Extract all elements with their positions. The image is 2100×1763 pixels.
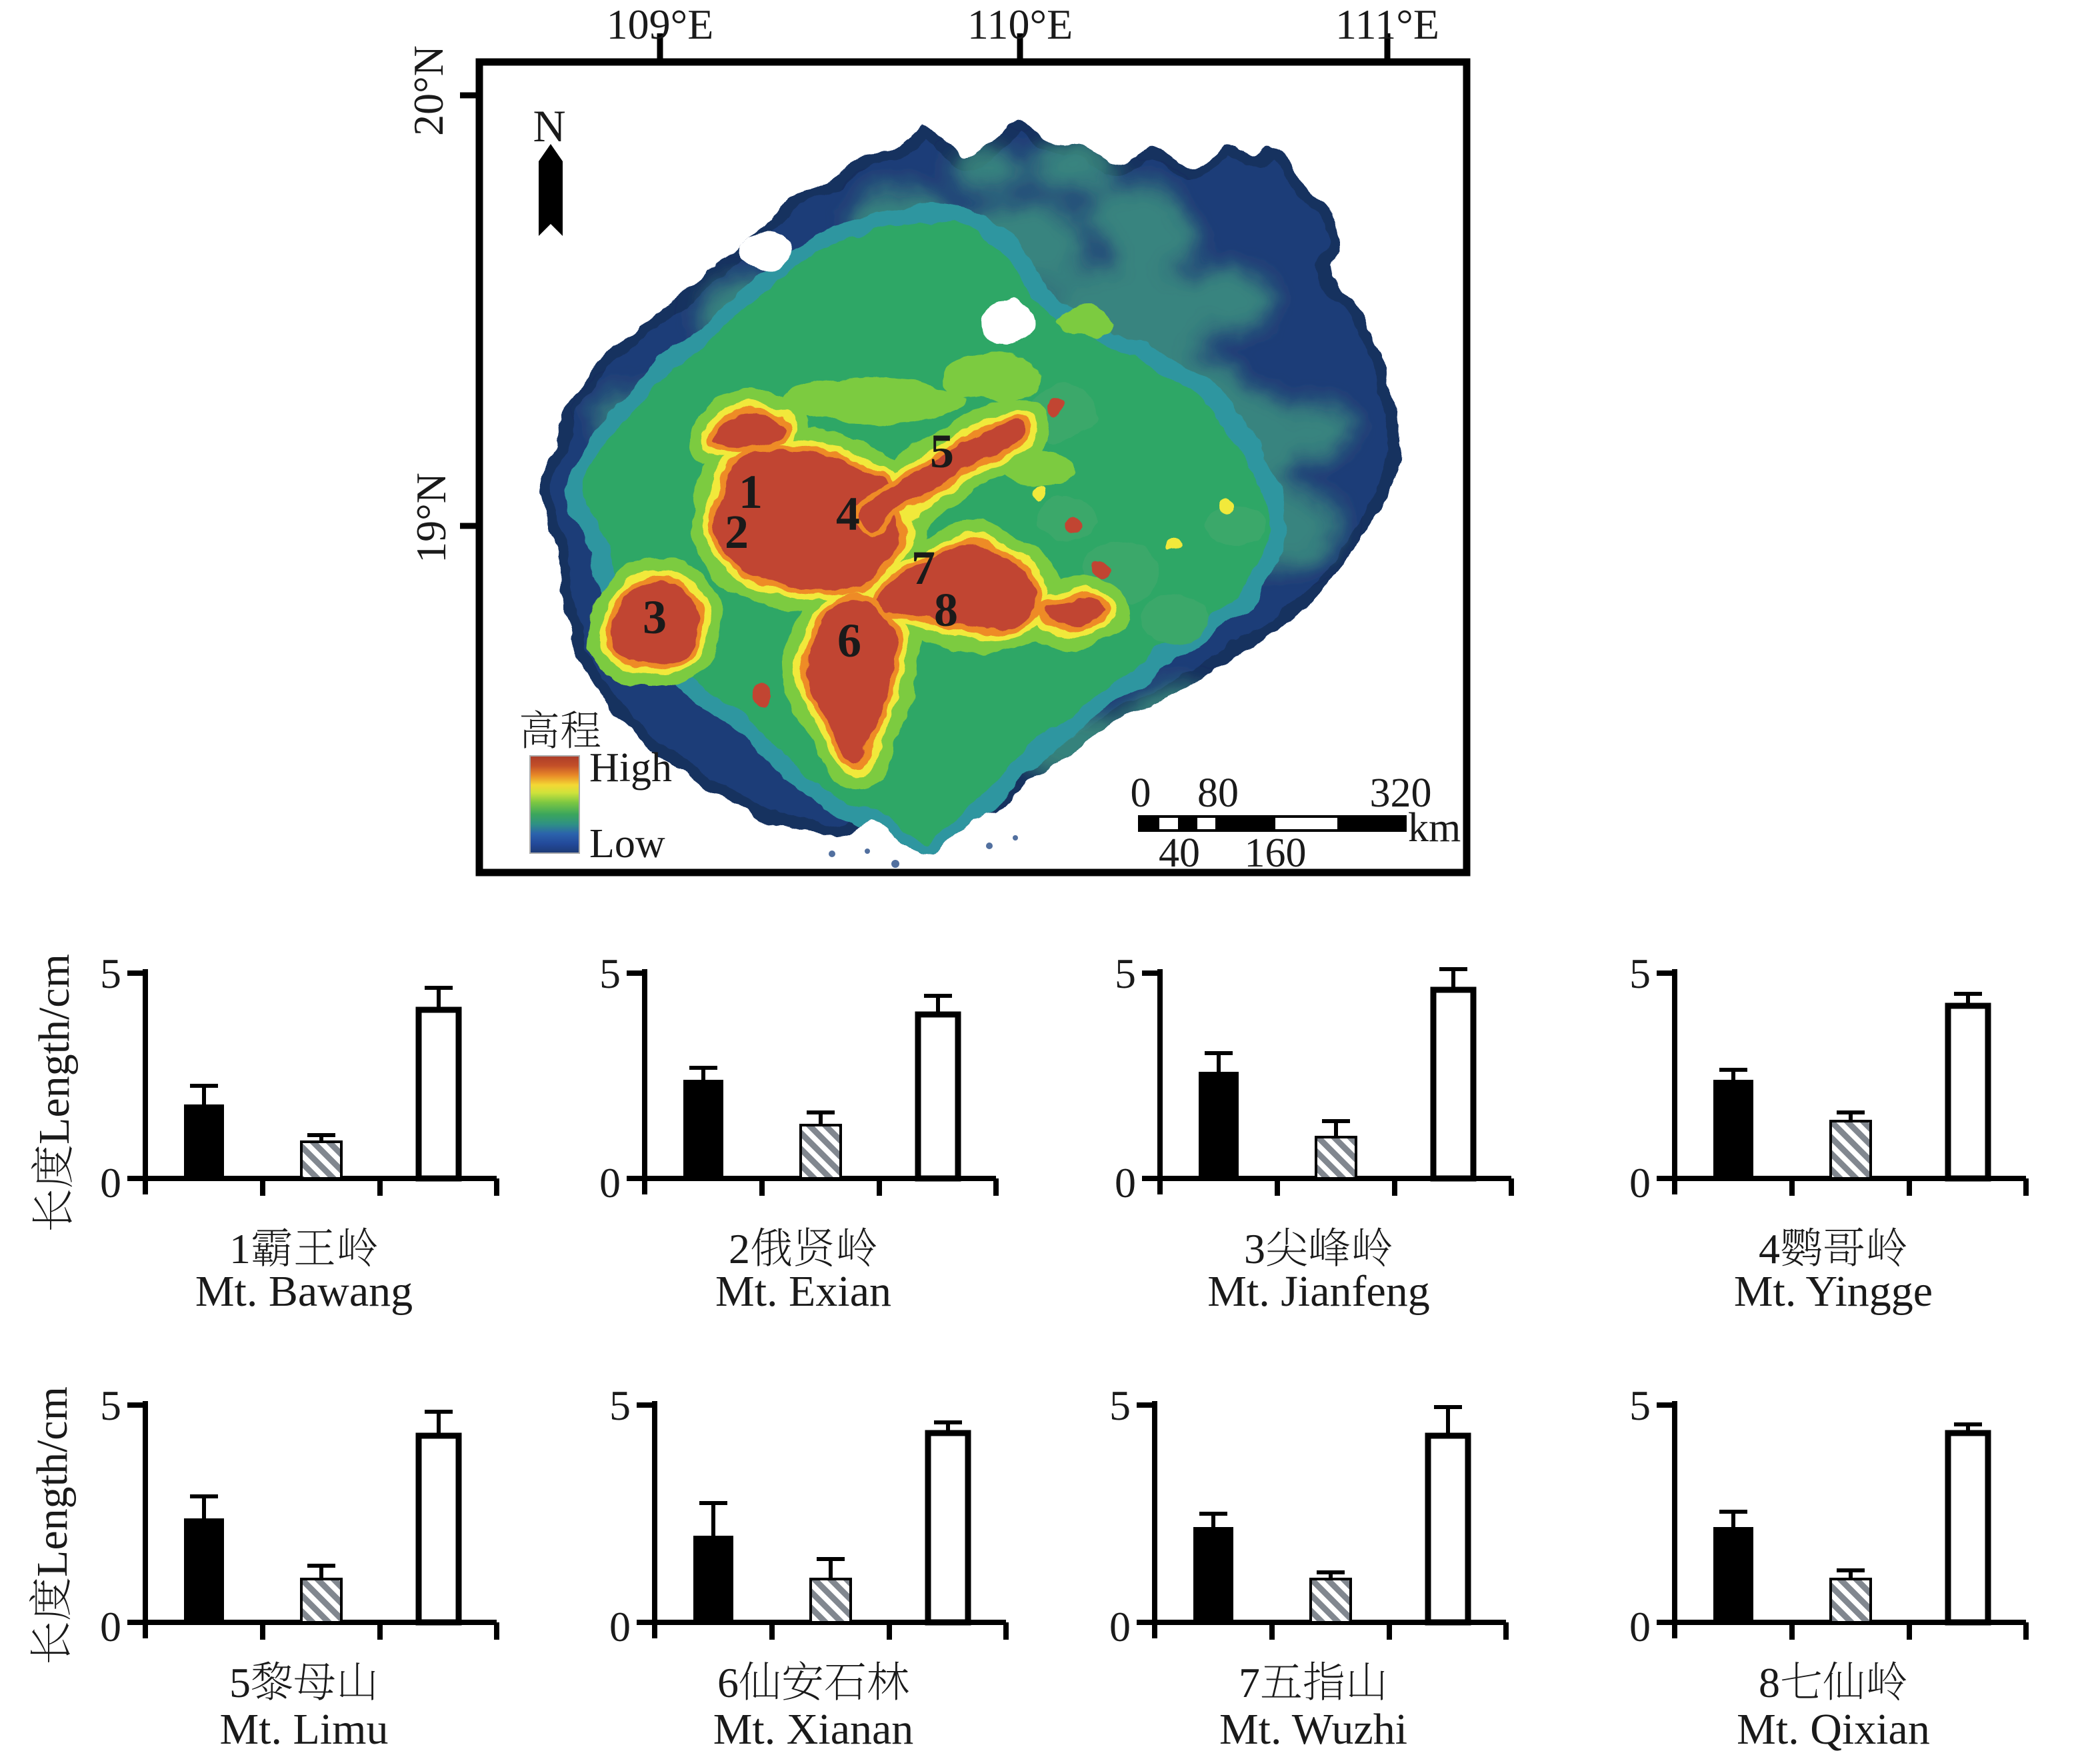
svg-text:2: 2 bbox=[725, 505, 749, 559]
svg-text:7: 7 bbox=[911, 541, 935, 595]
svg-text:110°E: 110°E bbox=[967, 1, 1073, 48]
svg-text:109°E: 109°E bbox=[607, 1, 714, 48]
svg-text:Mt. Limu: Mt. Limu bbox=[219, 1705, 388, 1754]
svg-text:Length/cm: Length/cm bbox=[28, 1386, 77, 1577]
svg-text:0: 0 bbox=[609, 1603, 631, 1650]
svg-text:0: 0 bbox=[1131, 771, 1151, 816]
svg-text:320: 320 bbox=[1370, 771, 1432, 816]
svg-text:5: 5 bbox=[599, 950, 621, 997]
svg-text:Low: Low bbox=[589, 821, 665, 867]
svg-text:5: 5 bbox=[1629, 950, 1651, 997]
svg-text:0: 0 bbox=[599, 1159, 621, 1206]
svg-text:4: 4 bbox=[836, 487, 860, 541]
svg-text:19°N: 19°N bbox=[407, 473, 455, 563]
svg-text:km: km bbox=[1408, 805, 1461, 851]
svg-text:Mt. Bawang: Mt. Bawang bbox=[195, 1267, 413, 1316]
svg-text:7: 7 bbox=[1239, 1659, 1260, 1706]
svg-text:Mt. Wuzhi: Mt. Wuzhi bbox=[1219, 1705, 1407, 1754]
svg-text:Mt. Exian: Mt. Exian bbox=[715, 1267, 891, 1316]
svg-text:Mt. Jianfeng: Mt. Jianfeng bbox=[1207, 1267, 1430, 1316]
svg-text:6: 6 bbox=[837, 614, 861, 667]
svg-text:N: N bbox=[533, 101, 565, 151]
svg-text:High: High bbox=[589, 745, 672, 791]
svg-text:5: 5 bbox=[1629, 1382, 1651, 1429]
svg-text:0: 0 bbox=[1115, 1159, 1136, 1206]
svg-text:Length/cm: Length/cm bbox=[30, 954, 79, 1144]
svg-text:1: 1 bbox=[739, 465, 763, 519]
svg-text:0: 0 bbox=[100, 1159, 121, 1206]
svg-text:6: 6 bbox=[717, 1659, 739, 1706]
svg-text:4: 4 bbox=[1759, 1225, 1780, 1272]
svg-text:20°N: 20°N bbox=[405, 45, 452, 136]
svg-text:0: 0 bbox=[1109, 1603, 1131, 1650]
svg-text:Mt. Qixian: Mt. Qixian bbox=[1737, 1705, 1930, 1754]
svg-text:5: 5 bbox=[100, 1382, 121, 1429]
svg-text:5: 5 bbox=[229, 1659, 251, 1706]
svg-text:Mt. Yingge: Mt. Yingge bbox=[1734, 1267, 1933, 1316]
svg-text:5: 5 bbox=[1109, 1382, 1131, 1429]
svg-text:5: 5 bbox=[1115, 950, 1136, 997]
svg-text:2: 2 bbox=[729, 1225, 750, 1272]
svg-text:0: 0 bbox=[1629, 1159, 1651, 1206]
svg-text:80: 80 bbox=[1197, 771, 1239, 816]
svg-text:8: 8 bbox=[1759, 1659, 1780, 1706]
svg-text:5: 5 bbox=[609, 1382, 631, 1429]
svg-text:3: 3 bbox=[1244, 1225, 1265, 1272]
svg-text:5: 5 bbox=[100, 950, 121, 997]
svg-text:160: 160 bbox=[1245, 831, 1307, 876]
svg-text:0: 0 bbox=[1629, 1603, 1651, 1650]
svg-text:3: 3 bbox=[643, 591, 667, 644]
svg-text:40: 40 bbox=[1159, 831, 1200, 876]
svg-text:0: 0 bbox=[100, 1603, 121, 1650]
svg-text:1: 1 bbox=[229, 1225, 251, 1272]
svg-text:111°E: 111°E bbox=[1335, 1, 1439, 48]
svg-text:Mt. Xianan: Mt. Xianan bbox=[713, 1705, 914, 1754]
svg-text:8: 8 bbox=[934, 583, 958, 637]
svg-text:5: 5 bbox=[930, 425, 954, 478]
